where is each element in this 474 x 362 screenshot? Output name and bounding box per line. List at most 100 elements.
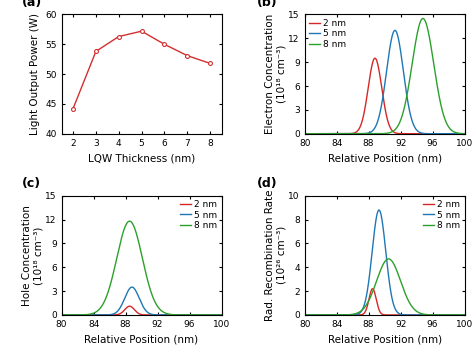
Y-axis label: Rad. Recombination Rate
(10²⁶ cm⁻³): Rad. Recombination Rate (10²⁶ cm⁻³) (265, 190, 287, 321)
Line: 2 nm: 2 nm (62, 306, 221, 315)
2 nm (302, 131, 308, 136)
5 nm (302, 131, 308, 136)
X-axis label: Relative Position (nm): Relative Position (nm) (84, 334, 199, 344)
8 nm (370, 289, 376, 293)
Line: 2 nm: 2 nm (305, 58, 465, 134)
8 nm (458, 131, 464, 136)
Line: 5 nm: 5 nm (305, 210, 465, 315)
Line: 8 nm: 8 nm (62, 221, 221, 315)
8 nm (363, 131, 369, 136)
2 nm (441, 131, 447, 136)
Line: 5 nm: 5 nm (62, 287, 221, 315)
2 nm (127, 304, 133, 308)
2 nm (302, 313, 308, 317)
5 nm (216, 313, 221, 317)
5 nm (59, 313, 64, 317)
2 nm (120, 310, 126, 314)
5 nm (320, 313, 326, 317)
8 nm (458, 313, 464, 317)
2 nm (320, 131, 326, 136)
8 nm (127, 219, 132, 223)
Y-axis label: Electron Concentration
(10¹⁸ cm⁻³): Electron Concentration (10¹⁸ cm⁻³) (265, 14, 287, 134)
8 nm (329, 313, 335, 317)
X-axis label: Relative Position (nm): Relative Position (nm) (328, 334, 442, 344)
2 nm (329, 131, 335, 136)
8 nm (462, 313, 467, 317)
2 nm (458, 313, 464, 317)
2 nm (372, 56, 378, 60)
5 nm (129, 285, 135, 289)
2 nm (216, 313, 221, 317)
2 nm (198, 313, 204, 317)
Text: (b): (b) (257, 0, 277, 9)
8 nm (219, 313, 224, 317)
8 nm (320, 313, 326, 317)
Y-axis label: Light Output Power (W): Light Output Power (W) (30, 13, 40, 135)
2 nm (77, 313, 82, 317)
8 nm (329, 131, 335, 136)
2 nm (458, 131, 464, 136)
5 nm (363, 131, 369, 136)
2 nm (462, 131, 467, 136)
8 nm (198, 313, 204, 317)
5 nm (441, 131, 447, 136)
8 nm (370, 131, 376, 136)
5 nm (376, 208, 382, 212)
Legend: 2 nm, 5 nm, 8 nm: 2 nm, 5 nm, 8 nm (307, 17, 347, 51)
5 nm (86, 313, 92, 317)
2 nm (363, 100, 369, 105)
5 nm (392, 28, 398, 33)
5 nm (329, 313, 335, 317)
5 nm (127, 286, 133, 290)
Text: (a): (a) (22, 0, 42, 9)
5 nm (458, 131, 464, 136)
2 nm (370, 287, 376, 291)
Legend: 2 nm, 5 nm, 8 nm: 2 nm, 5 nm, 8 nm (421, 198, 462, 232)
2 nm (219, 313, 224, 317)
5 nm (441, 313, 447, 317)
Line: 5 nm: 5 nm (305, 30, 465, 134)
2 nm (370, 287, 375, 291)
Legend: 2 nm, 5 nm, 8 nm: 2 nm, 5 nm, 8 nm (179, 198, 219, 232)
5 nm (363, 296, 369, 300)
Line: 2 nm: 2 nm (305, 289, 465, 315)
Line: 8 nm: 8 nm (305, 259, 465, 315)
8 nm (462, 131, 467, 136)
2 nm (363, 308, 369, 312)
2 nm (86, 313, 92, 317)
X-axis label: Relative Position (nm): Relative Position (nm) (328, 153, 442, 163)
5 nm (302, 313, 308, 317)
8 nm (420, 16, 426, 21)
2 nm (462, 313, 467, 317)
Y-axis label: Hole Concentration
(10¹⁸ cm⁻³): Hole Concentration (10¹⁸ cm⁻³) (22, 205, 44, 306)
8 nm (320, 131, 326, 136)
5 nm (77, 313, 82, 317)
8 nm (86, 312, 92, 316)
5 nm (329, 131, 335, 136)
8 nm (59, 313, 64, 317)
5 nm (320, 131, 326, 136)
8 nm (216, 313, 221, 317)
2 nm (320, 313, 326, 317)
8 nm (302, 131, 308, 136)
2 nm (329, 313, 335, 317)
5 nm (219, 313, 224, 317)
8 nm (363, 303, 369, 308)
8 nm (441, 313, 447, 317)
Text: (c): (c) (22, 177, 41, 190)
5 nm (120, 300, 126, 304)
5 nm (198, 313, 204, 317)
5 nm (462, 131, 467, 136)
8 nm (441, 115, 447, 119)
5 nm (370, 243, 376, 247)
5 nm (370, 128, 376, 132)
5 nm (458, 313, 464, 317)
2 nm (441, 313, 447, 317)
2 nm (59, 313, 64, 317)
8 nm (77, 313, 82, 317)
2 nm (370, 60, 376, 64)
5 nm (462, 313, 467, 317)
Text: (d): (d) (257, 177, 277, 190)
8 nm (127, 219, 133, 223)
2 nm (127, 304, 132, 308)
